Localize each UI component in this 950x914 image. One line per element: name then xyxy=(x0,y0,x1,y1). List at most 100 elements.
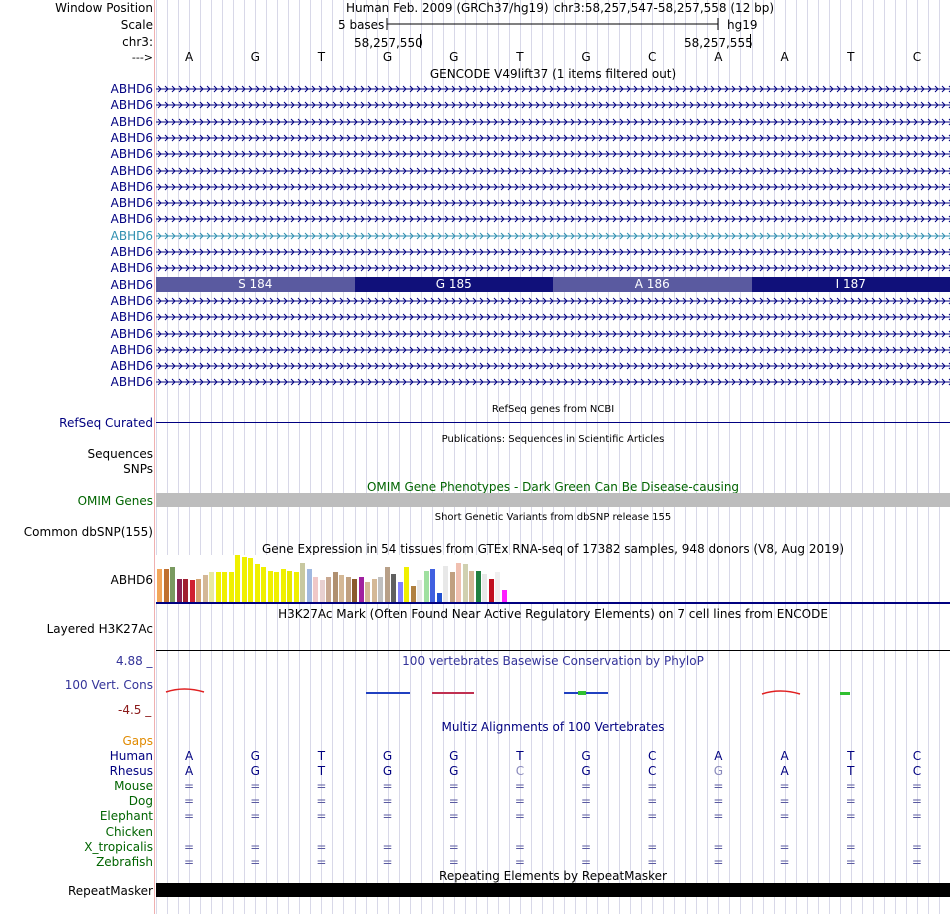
gencode-transcript[interactable] xyxy=(156,99,950,111)
gtex-tissue-bar[interactable] xyxy=(397,582,403,602)
gtex-tissue-bar[interactable] xyxy=(469,570,475,602)
gencode-transcript[interactable] xyxy=(156,83,950,95)
gencode-gene-label[interactable]: ABHD6 xyxy=(110,179,153,194)
gencode-gene-label[interactable]: ABHD6 xyxy=(110,130,153,145)
gtex-tissue-bar[interactable] xyxy=(202,575,208,602)
gencode-transcript[interactable] xyxy=(156,344,950,356)
dbsnp-track-title[interactable]: Short Genetic Variants from dbSNP releas… xyxy=(434,512,672,523)
multiz-species-label[interactable]: Rhesus xyxy=(109,764,153,779)
gtex-tissue-bar[interactable] xyxy=(456,562,462,602)
gtex-gene-label[interactable]: ABHD6 xyxy=(110,573,153,587)
gencode-transcript[interactable] xyxy=(156,197,950,209)
gtex-tissue-bar[interactable] xyxy=(300,562,306,602)
gtex-tissue-bar[interactable] xyxy=(404,566,410,602)
publications-label-snps[interactable]: SNPs xyxy=(123,462,153,476)
gtex-tissue-bar[interactable] xyxy=(345,576,351,602)
gencode-gene-label[interactable]: ABHD6 xyxy=(110,261,153,276)
gtex-tissue-bar[interactable] xyxy=(196,578,202,602)
gencode-transcript[interactable] xyxy=(156,213,950,225)
codon-block[interactable]: A 186 xyxy=(553,276,752,292)
omim-track-title[interactable]: OMIM Gene Phenotypes - Dark Green Can Be… xyxy=(366,480,740,494)
gencode-gene-label[interactable]: ABHD6 xyxy=(110,277,153,292)
gtex-tissue-bar[interactable] xyxy=(488,578,494,602)
multiz-species-label[interactable]: X_tropicalis xyxy=(84,839,153,854)
gtex-track-title[interactable]: Gene Expression in 54 tissues from GTEx … xyxy=(261,542,845,556)
gtex-tissue-bar[interactable] xyxy=(423,570,429,602)
multiz-species-label[interactable]: Mouse xyxy=(114,779,153,794)
repeatmasker-track-title[interactable]: Repeating Elements by RepeatMasker xyxy=(439,869,667,883)
gtex-tissue-bar[interactable] xyxy=(170,566,176,602)
gencode-gene-label[interactable]: ABHD6 xyxy=(110,326,153,341)
gencode-gene-label[interactable]: ABHD6 xyxy=(110,212,153,227)
gtex-tissue-bar[interactable] xyxy=(176,578,182,602)
gtex-tissue-bar[interactable] xyxy=(332,572,338,602)
gtex-tissue-bar[interactable] xyxy=(417,580,423,602)
gtex-tissue-bar[interactable] xyxy=(482,573,488,602)
gencode-gene-label[interactable]: ABHD6 xyxy=(110,98,153,113)
gtex-tissue-bar[interactable] xyxy=(293,572,299,602)
gtex-tissue-bar[interactable] xyxy=(215,572,221,602)
gencode-gene-label[interactable]: ABHD6 xyxy=(110,342,153,357)
gtex-tissue-bar[interactable] xyxy=(261,566,267,602)
gtex-bar-chart[interactable] xyxy=(156,555,556,602)
gtex-tissue-bar[interactable] xyxy=(326,576,332,602)
gencode-transcript[interactable] xyxy=(156,246,950,258)
gencode-gene-label[interactable]: ABHD6 xyxy=(110,82,153,96)
gtex-tissue-bar[interactable] xyxy=(436,592,442,602)
gencode-gene-label[interactable]: ABHD6 xyxy=(110,163,153,178)
gtex-tissue-bar[interactable] xyxy=(209,572,215,602)
gencode-transcript[interactable] xyxy=(156,165,950,177)
h3k27ac-track-title[interactable]: H3K27Ac Mark (Often Found Near Active Re… xyxy=(278,607,828,621)
multiz-species-label[interactable]: Dog xyxy=(128,794,153,809)
gencode-gene-label[interactable]: ABHD6 xyxy=(110,293,153,308)
gencode-transcript[interactable] xyxy=(156,132,950,144)
gtex-tissue-bar[interactable] xyxy=(189,580,195,602)
gtex-tissue-bar[interactable] xyxy=(274,572,280,602)
codon-block[interactable]: I 187 xyxy=(751,276,950,292)
gtex-tissue-bar[interactable] xyxy=(384,566,390,602)
gtex-tissue-bar[interactable] xyxy=(248,558,254,602)
gtex-tissue-bar[interactable] xyxy=(501,590,507,602)
h3k27ac-label[interactable]: Layered H3K27Ac xyxy=(46,622,153,636)
gtex-tissue-bar[interactable] xyxy=(352,578,358,602)
gencode-transcript[interactable] xyxy=(156,116,950,128)
gtex-tissue-bar[interactable] xyxy=(254,564,260,602)
gtex-tissue-bar[interactable] xyxy=(449,572,455,602)
gencode-track-title[interactable]: GENCODE V49lift37 (1 items filtered out) xyxy=(429,67,677,81)
refseq-label[interactable]: RefSeq Curated xyxy=(59,416,153,430)
gtex-tissue-bar[interactable] xyxy=(443,565,449,602)
multiz-track-title[interactable]: Multiz Alignments of 100 Vertebrates xyxy=(441,720,665,734)
gtex-tissue-bar[interactable] xyxy=(410,586,416,602)
multiz-species-label[interactable]: Chicken xyxy=(105,824,153,839)
gtex-tissue-bar[interactable] xyxy=(430,569,436,602)
gencode-transcript[interactable] xyxy=(156,295,950,307)
gencode-gene-label[interactable]: ABHD6 xyxy=(110,310,153,325)
gtex-tissue-bar[interactable] xyxy=(495,572,501,602)
omim-gene-bar[interactable] xyxy=(156,493,950,507)
gtex-tissue-bar[interactable] xyxy=(222,572,228,602)
gtex-tissue-bar[interactable] xyxy=(378,576,384,602)
gencode-transcript[interactable] xyxy=(156,360,950,372)
gtex-tissue-bar[interactable] xyxy=(391,573,397,602)
gencode-gene-label[interactable]: ABHD6 xyxy=(110,245,153,259)
repeatmasker-bar[interactable] xyxy=(156,883,950,897)
gtex-tissue-bar[interactable] xyxy=(228,572,234,602)
publications-label-sequences[interactable]: Sequences xyxy=(87,447,153,461)
gencode-transcript[interactable] xyxy=(156,328,950,340)
gencode-transcript[interactable] xyxy=(156,376,950,388)
gtex-tissue-bar[interactable] xyxy=(319,580,325,602)
codon-block[interactable]: G 185 xyxy=(354,276,553,292)
gtex-tissue-bar[interactable] xyxy=(235,555,241,602)
gtex-tissue-bar[interactable] xyxy=(157,569,163,602)
gencode-gene-label[interactable]: ABHD6 xyxy=(110,147,153,162)
gtex-tissue-bar[interactable] xyxy=(462,564,468,602)
gtex-tissue-bar[interactable] xyxy=(475,570,481,602)
gtex-tissue-bar[interactable] xyxy=(339,574,345,602)
dbsnp-label[interactable]: Common dbSNP(155) xyxy=(23,525,153,539)
gencode-gene-label[interactable]: ABHD6 xyxy=(110,375,153,390)
gtex-tissue-bar[interactable] xyxy=(365,582,371,602)
gencode-transcript[interactable] xyxy=(156,181,950,193)
gtex-tissue-bar[interactable] xyxy=(280,569,286,602)
gtex-tissue-bar[interactable] xyxy=(371,578,377,602)
gencode-gene-label[interactable]: ABHD6 xyxy=(110,359,153,374)
